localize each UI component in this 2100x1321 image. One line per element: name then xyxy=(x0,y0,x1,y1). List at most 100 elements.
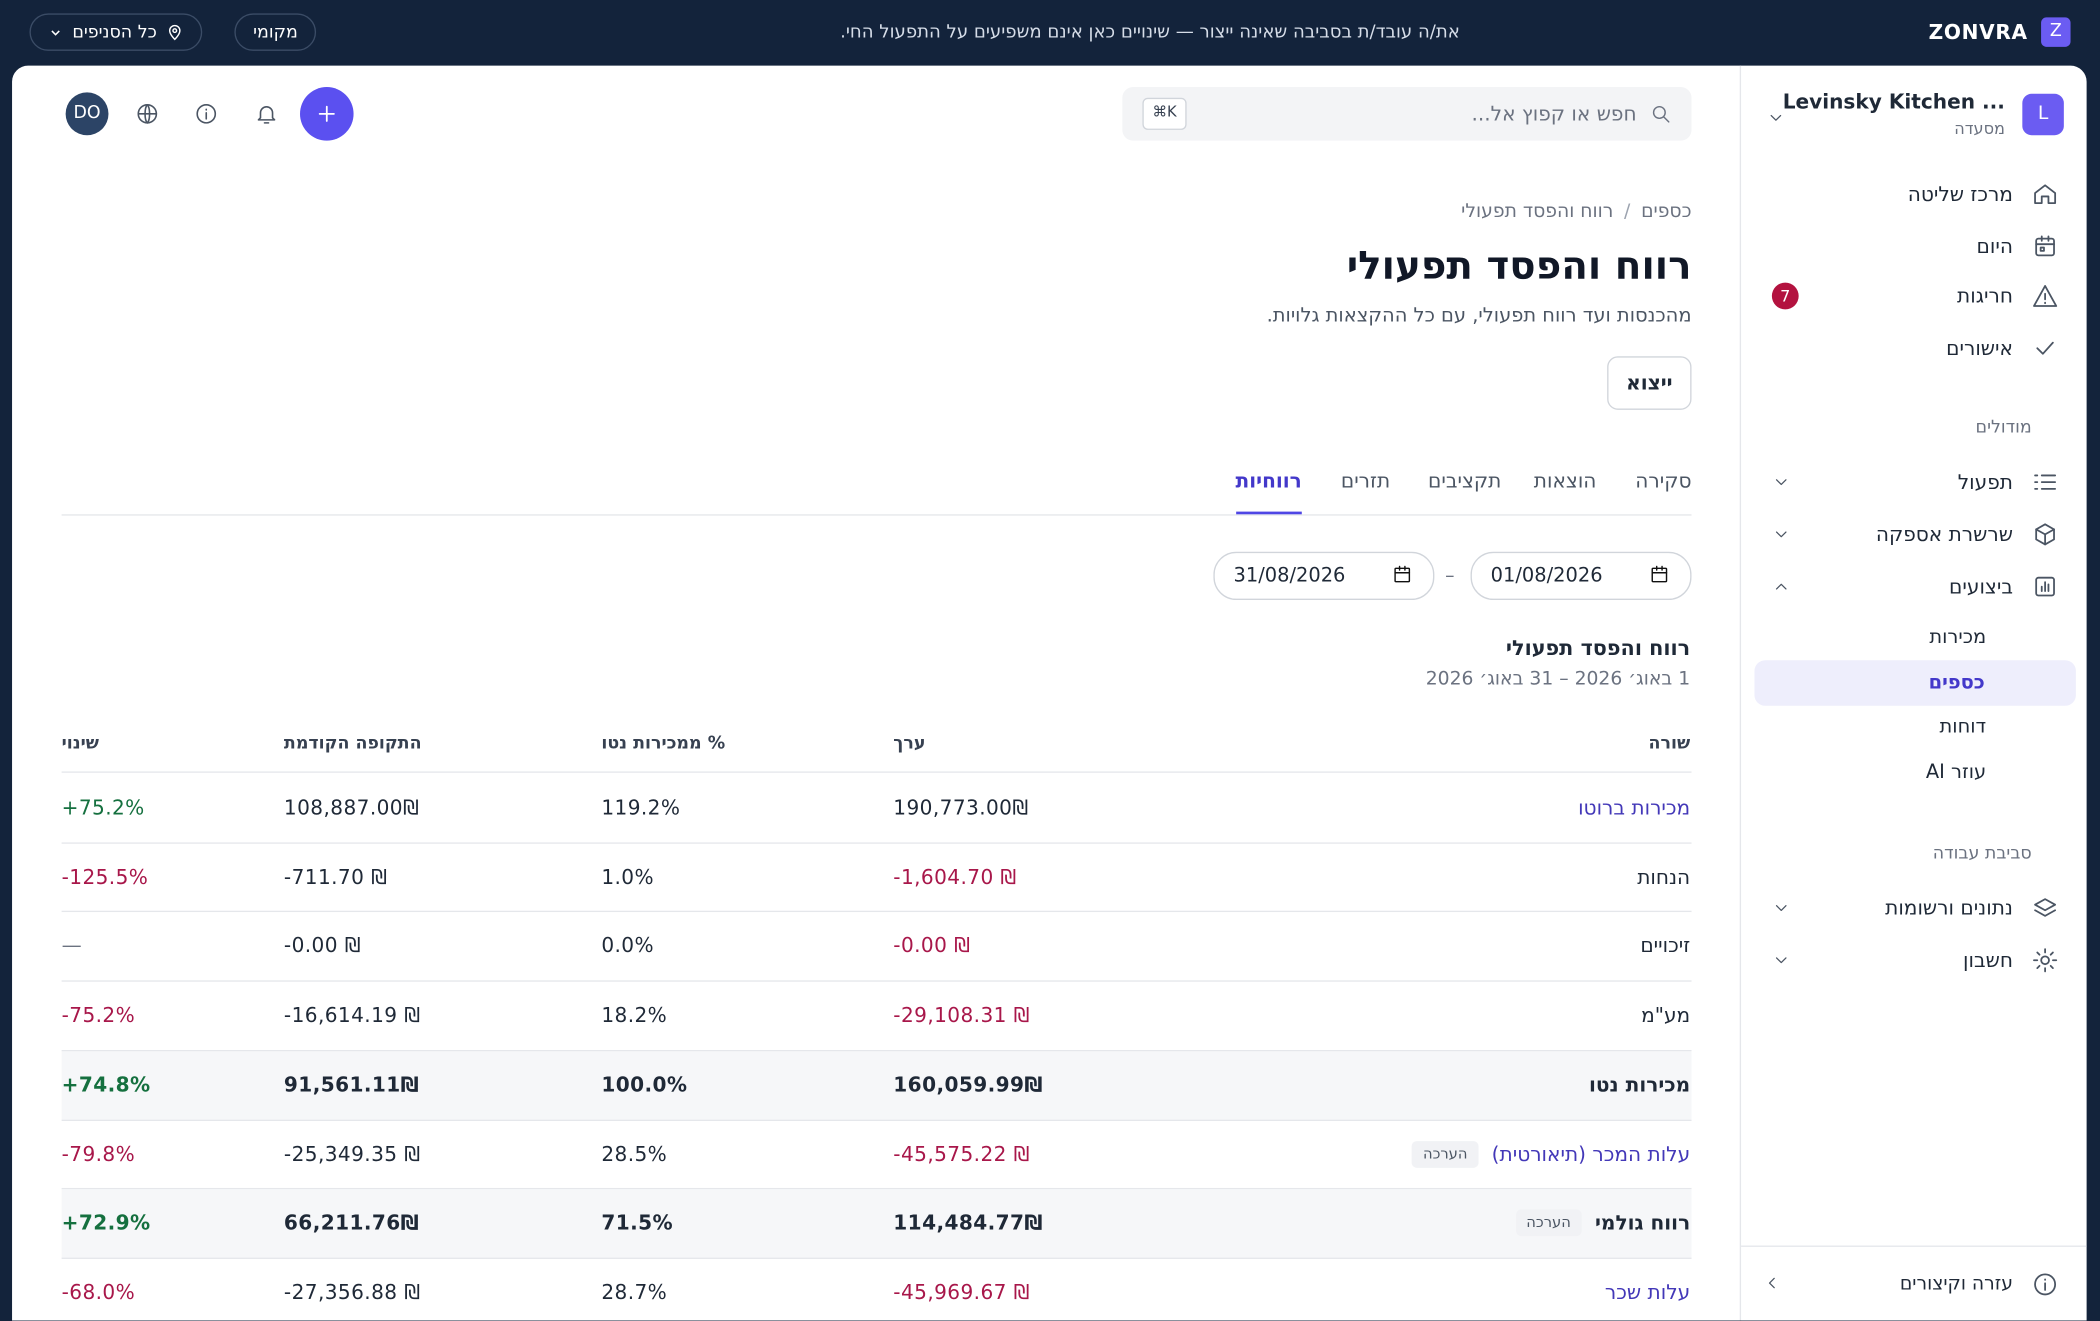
mode-button[interactable]: מקומי xyxy=(234,13,317,51)
tab[interactable]: הוצאות xyxy=(1533,468,1597,493)
sub-nav-item[interactable]: מכירות xyxy=(1929,626,1987,649)
date-from-value: 01/08/2026 xyxy=(1490,565,1603,587)
nav-item[interactable]: שרשרת אספקה xyxy=(1875,522,2013,547)
cell-value: -45,575.22 ₪ xyxy=(893,1141,1030,1166)
expand-chevron[interactable] xyxy=(1772,951,1791,970)
row-name: מע"מ xyxy=(1641,1003,1691,1028)
nav-item[interactable]: תפעול xyxy=(1957,470,2013,495)
tab[interactable]: סקירה xyxy=(1635,468,1692,493)
row-label: רווח גולמי הערכה xyxy=(1515,1209,1690,1237)
page-subtitle: מהכנסות ועד רווח תפעולי, עם כל ההקצאות ג… xyxy=(1266,305,1692,327)
cell-pct: 71.5% xyxy=(601,1210,674,1236)
info-icon[interactable] xyxy=(194,102,218,126)
expand-chevron[interactable] xyxy=(1772,899,1791,918)
row-border xyxy=(61,1118,1692,1121)
alert-icon xyxy=(2033,285,2058,307)
date-from[interactable] xyxy=(1470,551,1692,601)
nav-item[interactable]: ביצועים xyxy=(1949,574,2013,599)
nav-item[interactable]: אישורים xyxy=(1946,336,2013,361)
sidebar-divider xyxy=(1739,65,1742,1321)
cell-value: 160,059.99₪ xyxy=(893,1072,1043,1097)
mode-label: מקומי xyxy=(253,22,298,43)
breadcrumb-separator: / xyxy=(1624,200,1631,223)
box-icon xyxy=(2035,523,2055,546)
brand-logo: Z xyxy=(2041,17,2071,47)
row-label: הנחות xyxy=(1637,863,1690,890)
report-title: רווח והפסד תפעולי xyxy=(1505,636,1691,661)
cell-pct: 119.2% xyxy=(601,795,681,820)
row-label[interactable]: עלות שכר xyxy=(1605,1279,1690,1306)
user-avatar[interactable]: DO xyxy=(65,92,109,136)
org-chevron[interactable] xyxy=(1767,108,1786,127)
cell-prev: -27,356.88 ₪ xyxy=(283,1280,421,1305)
nav-item[interactable]: מרכז שליטה xyxy=(1907,182,2013,207)
org-type: מסעדה xyxy=(1954,119,2005,138)
column-header: התקופה הקודמת xyxy=(283,733,422,755)
estimate-badge: הערכה xyxy=(1412,1140,1479,1168)
org-avatar: L xyxy=(2022,93,2064,136)
calendar-icon xyxy=(1394,565,1411,583)
row-name: מכירות ברוטו xyxy=(1578,795,1691,820)
row-highlight xyxy=(61,1189,1692,1258)
row-label[interactable]: עלות המכר (תיאורטית) הערכה xyxy=(1412,1140,1690,1168)
sub-nav-item[interactable]: כספים xyxy=(1928,672,1985,694)
language-icon[interactable] xyxy=(135,102,159,126)
row-border xyxy=(61,841,1692,844)
cell-value: 114,484.77₪ xyxy=(893,1210,1043,1236)
active-nav-bg xyxy=(1754,660,2076,706)
row-label: זיכויים xyxy=(1640,933,1690,960)
row-highlight xyxy=(61,1051,1692,1120)
row-border xyxy=(61,911,1692,913)
tab[interactable]: רווחיות xyxy=(1235,468,1302,493)
chevron-path xyxy=(1775,905,1787,912)
help-link[interactable]: עזרה וקיצורים xyxy=(1899,1273,2013,1296)
cell-change: +72.9% xyxy=(61,1210,151,1236)
export-button[interactable]: ייצוא xyxy=(1607,356,1692,410)
section-title: סביבת עבודה xyxy=(1932,843,2032,864)
shortcut-hint: ⌘K xyxy=(1142,97,1187,130)
home-icon xyxy=(2034,184,2057,205)
nav-item[interactable]: חשבון xyxy=(1963,948,2013,973)
cell-change: +74.8% xyxy=(61,1072,151,1097)
expand-chevron[interactable] xyxy=(1772,577,1791,596)
header-border xyxy=(61,771,1692,773)
sub-nav-item[interactable]: דוחות xyxy=(1939,716,1987,738)
tab[interactable]: תזרים xyxy=(1340,468,1391,493)
nav-item[interactable]: היום xyxy=(1976,234,2013,259)
tab[interactable]: תקציבים xyxy=(1428,468,1502,493)
row-name: מכירות נטו xyxy=(1588,1072,1691,1097)
calendar-icon xyxy=(1651,565,1668,583)
chevron-path xyxy=(1775,531,1787,538)
cell-prev: -0.00 ₪ xyxy=(283,934,361,959)
date-to[interactable] xyxy=(1213,551,1435,601)
row-border xyxy=(61,1257,1692,1259)
expand-chevron[interactable] xyxy=(1772,525,1791,544)
breadcrumb-item[interactable]: כספים xyxy=(1641,200,1692,223)
row-border xyxy=(61,980,1692,982)
nav-item[interactable]: חריגות xyxy=(1957,283,2013,309)
expand-chevron[interactable] xyxy=(1772,473,1791,492)
collapse-chevron[interactable] xyxy=(1763,1274,1782,1293)
search-box[interactable] xyxy=(1122,87,1692,141)
layers-icon xyxy=(2034,898,2057,917)
row-label: מכירות נטו xyxy=(1589,1071,1690,1098)
branch-selector[interactable]: כל הסניפים xyxy=(29,13,203,51)
breadcrumb-item: רווח והפסד תפעולי xyxy=(1461,200,1614,223)
cell-change: — xyxy=(61,934,83,959)
sub-nav-item[interactable]: עוזר AI xyxy=(1925,762,1987,784)
help-icon xyxy=(2034,1273,2057,1296)
cell-prev: 66,211.76₪ xyxy=(283,1210,420,1236)
cell-prev: 91,561.11₪ xyxy=(283,1072,420,1097)
date-separator: – xyxy=(1445,565,1455,587)
cell-prev: -25,349.35 ₪ xyxy=(283,1141,421,1166)
org-name[interactable]: Levinsky Kitchen ... xyxy=(1782,89,2005,114)
settings-icon xyxy=(2033,948,2058,973)
column-header: שורה xyxy=(1648,733,1691,755)
bell-icon[interactable] xyxy=(254,102,278,126)
column-header: ערך xyxy=(893,733,926,755)
env-banner: את/ה עובד/ת בסביבה שאינה ייצור — שינויים… xyxy=(840,21,1460,43)
row-label[interactable]: מכירות ברוטו xyxy=(1578,794,1690,821)
chevron-path xyxy=(1775,957,1787,964)
cell-pct: 100.0% xyxy=(601,1072,688,1097)
nav-item[interactable]: נתונים ורשומות xyxy=(1885,895,2013,921)
